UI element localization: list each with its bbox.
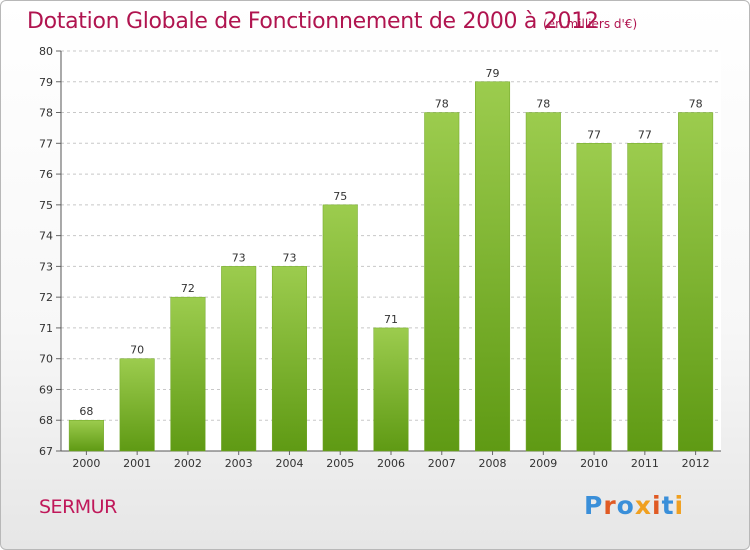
bar [322,204,358,452]
bar [525,112,561,452]
bar-value-label: 78 [536,98,550,111]
x-tick-label: 2012 [682,457,710,470]
y-tick-label: 80 [39,45,53,58]
x-tick-label: 2008 [479,457,507,470]
bar [627,143,663,452]
x-tick-label: 2000 [72,457,100,470]
y-tick-label: 75 [39,199,53,212]
bar [221,266,257,452]
bar-value-label: 72 [181,282,195,295]
bar [678,112,714,452]
y-tick-label: 76 [39,168,53,181]
x-tick-label: 2007 [428,457,456,470]
bar [68,419,104,452]
y-tick-label: 77 [39,137,53,150]
logo-letter: i [652,491,662,520]
bar [576,143,612,452]
chart-subtitle: (en milliers d'€) [543,17,638,31]
x-tick-label: 2009 [529,457,557,470]
bar-value-label: 78 [689,98,703,111]
y-tick-label: 72 [39,291,53,304]
y-tick-label: 73 [39,260,53,273]
x-tick-label: 2001 [123,457,151,470]
proxiti-logo[interactable]: Proxiti [584,491,684,520]
bar-value-label: 79 [486,67,500,80]
bar [424,112,460,452]
bar-value-label: 71 [384,313,398,326]
x-tick-label: 2006 [377,457,405,470]
chart-title: Dotation Globale de Fonctionnement de 20… [27,9,599,34]
y-tick-label: 71 [39,322,53,335]
bar [271,266,307,452]
bar [373,327,409,452]
logo-letter: o [616,491,635,520]
logo-letter: i [674,491,685,520]
bar-value-label: 78 [435,98,449,111]
y-tick-label: 74 [39,230,53,243]
bar-value-label: 77 [587,128,601,141]
y-tick-label: 67 [39,445,53,458]
y-tick-label: 69 [39,383,53,396]
bar [475,81,511,452]
logo-letter: r [603,491,617,520]
bar-value-label: 77 [638,128,652,141]
x-tick-label: 2003 [225,457,253,470]
x-tick-label: 2002 [174,457,202,470]
x-tick-label: 2010 [580,457,608,470]
y-tick-label: 70 [39,353,53,366]
x-tick-label: 2004 [275,457,303,470]
y-tick-label: 68 [39,414,53,427]
logo-letter: t [661,491,675,520]
bar-value-label: 73 [232,251,246,264]
bar-value-label: 73 [282,251,296,264]
bar [170,296,206,452]
bar-value-label: 75 [333,190,347,203]
x-tick-label: 2005 [326,457,354,470]
bar [119,358,155,452]
logo-letter: P [584,491,604,520]
y-tick-label: 79 [39,76,53,89]
logo-letter: x [634,491,652,520]
y-tick-label: 78 [39,107,53,120]
x-tick-label: 2011 [631,457,659,470]
bar-value-label: 70 [130,344,144,357]
bar-value-label: 68 [79,405,93,418]
commune-name: SERMUR [39,496,117,518]
